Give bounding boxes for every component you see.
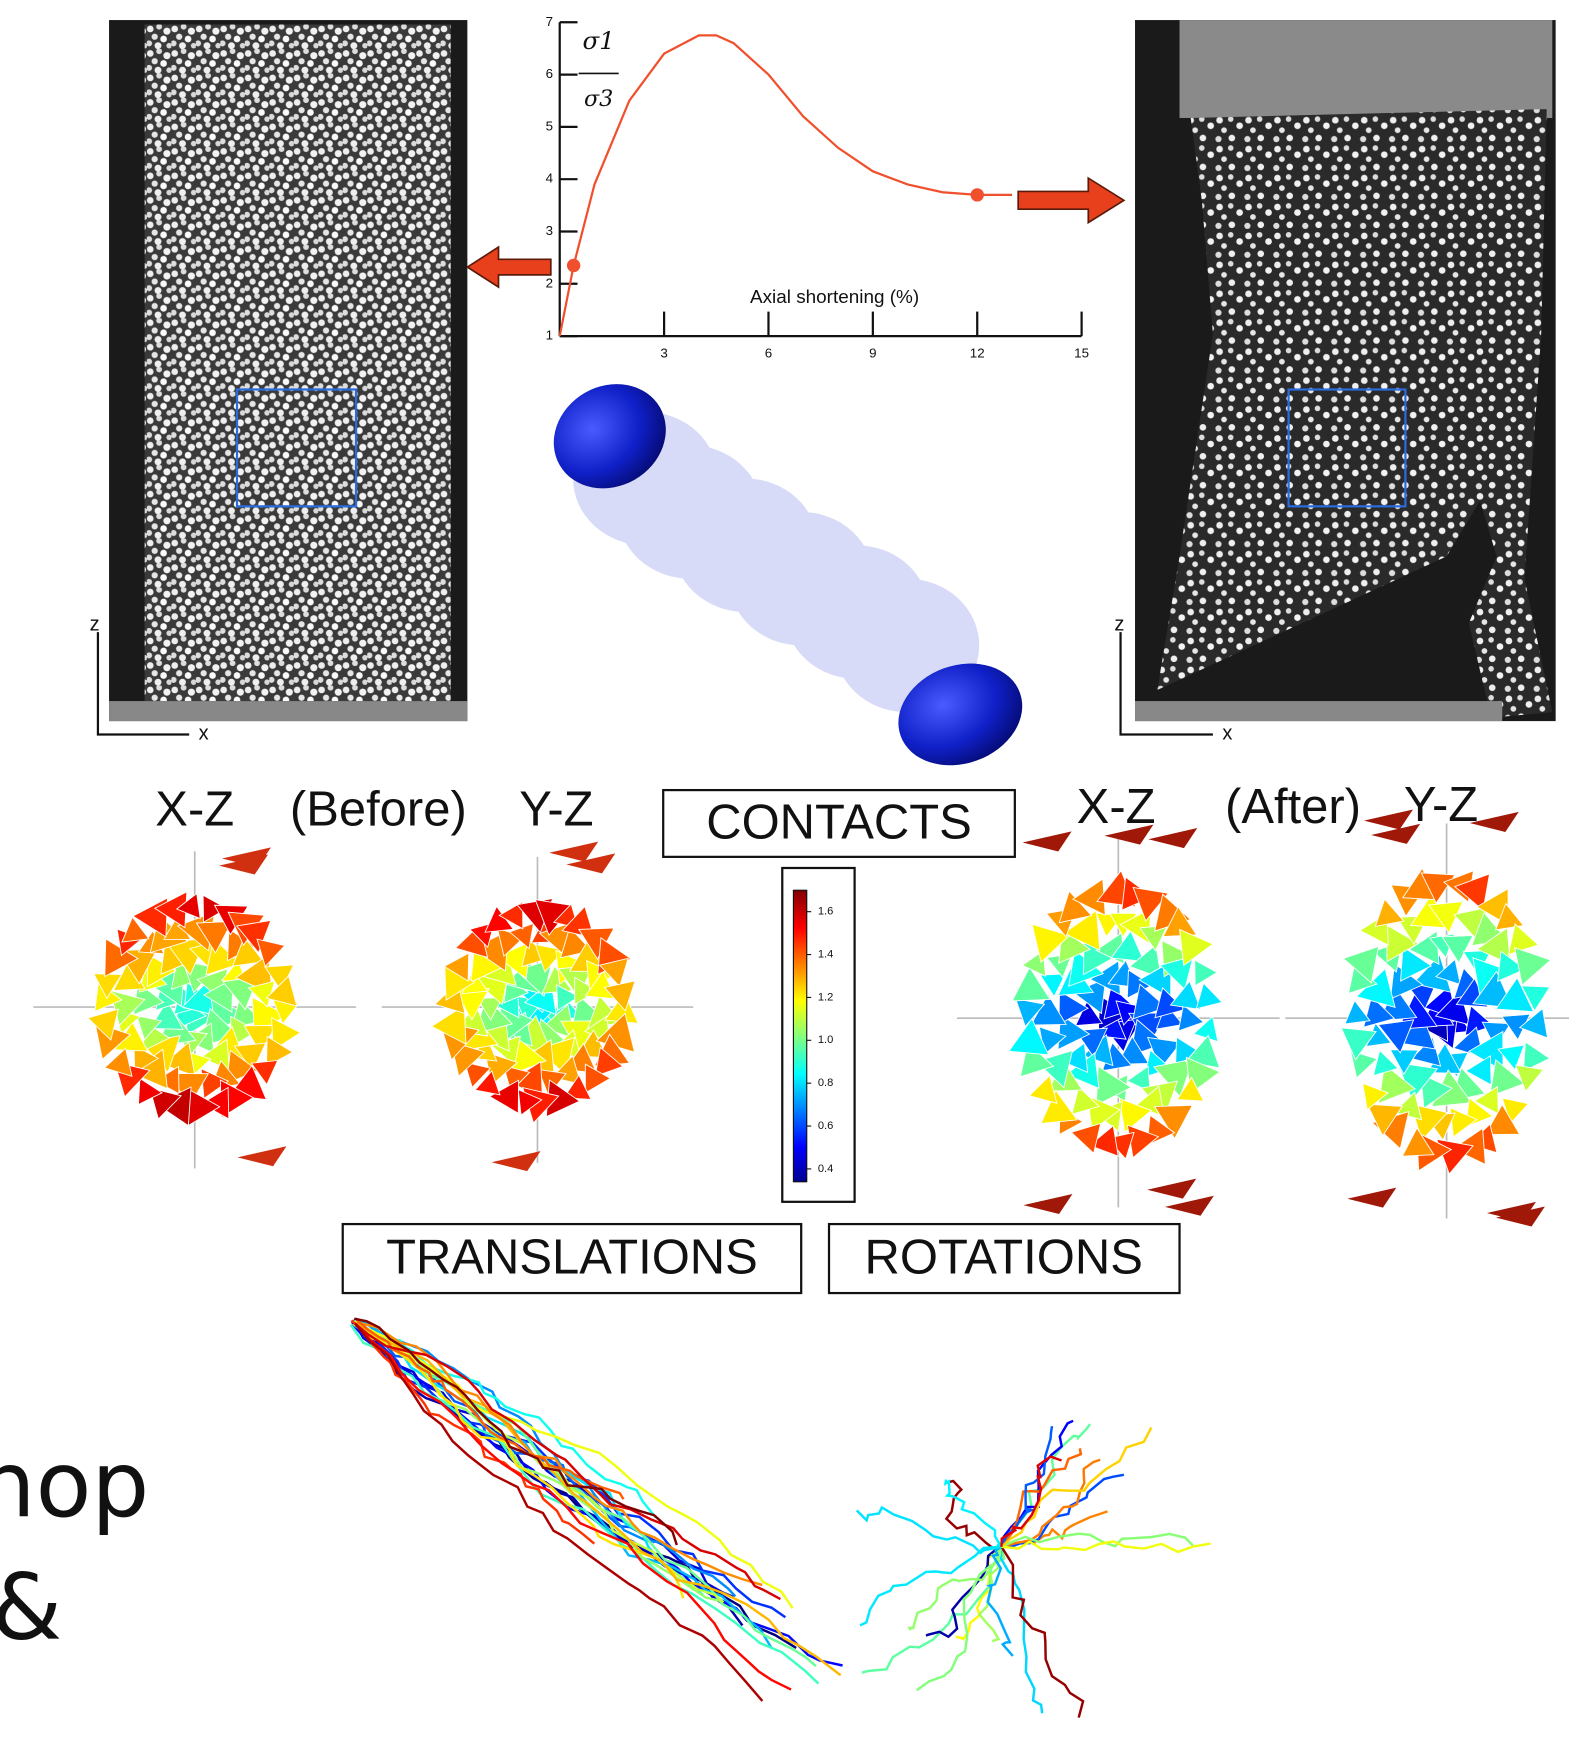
rose-facet [1508, 924, 1538, 955]
rose-facet [1148, 828, 1197, 848]
colorbar-tick-label: 1.0 [818, 1034, 833, 1046]
view-label: Y-Z [1404, 778, 1478, 832]
colorbar-tick-label: 0.6 [818, 1120, 833, 1132]
x-axis-label: Axial shortening (%) [750, 287, 919, 308]
grain-texture [145, 25, 451, 702]
rose-facet [1515, 948, 1551, 985]
x-tick-label: 9 [869, 345, 876, 360]
y-label-denominator: σ3 [584, 86, 613, 112]
trajectory [857, 1507, 1002, 1552]
y-tick-label: 7 [546, 14, 553, 29]
colorbar-tick-label: 1.6 [818, 906, 833, 918]
axis-label: z [90, 614, 100, 636]
rose-facet [237, 1146, 286, 1166]
rose-facet [1147, 1179, 1196, 1199]
colorbar [793, 890, 806, 1182]
colorbar-tick-label: 1.2 [818, 991, 833, 1003]
axis-label: x [199, 723, 209, 745]
y-tick-label: 5 [546, 118, 553, 133]
y-tick-label: 2 [546, 275, 553, 290]
colorbar-tick-label: 0.4 [818, 1163, 833, 1175]
rose-facet [492, 1151, 541, 1171]
x-tick-label: 6 [765, 345, 772, 360]
platen [109, 701, 467, 721]
rose-facet [1345, 1001, 1370, 1024]
view-label: Y-Z [519, 782, 593, 836]
slide-text: & [0, 1553, 62, 1660]
trajectory [988, 1547, 1013, 1656]
rose-facet [1023, 1194, 1072, 1214]
page: z x z x σ1 σ3 Axial shortening (%) X-Z (… [0, 0, 1569, 1756]
platen [1180, 20, 1553, 118]
colorbar-tick-label: 1.4 [818, 948, 833, 960]
rose-facet [1165, 1196, 1214, 1216]
view-label: X-Z [1077, 780, 1156, 834]
axis-label: z [1114, 614, 1124, 636]
rose-facet [1516, 1065, 1544, 1091]
trajectory [1001, 1428, 1151, 1547]
trajectory [1001, 1541, 1210, 1551]
platen [1135, 701, 1502, 721]
colorbar-tick-label: 0.8 [818, 1077, 833, 1089]
rose-facet [1347, 1188, 1396, 1208]
view-label: X-Z [155, 782, 234, 836]
y-tick-label: 1 [546, 328, 553, 343]
trajectory [1001, 1547, 1083, 1718]
figure: z x z x σ1 σ3 Axial shortening (%) X-Z (… [0, 0, 1569, 1756]
contacts-title: CONTACTS [706, 796, 972, 850]
arrow [1018, 178, 1124, 223]
state-label: (After) [1225, 780, 1361, 834]
y-tick-label: 6 [546, 66, 553, 81]
axis-label: x [1222, 723, 1232, 745]
rose-facet [1023, 831, 1072, 851]
x-tick-label: 15 [1074, 345, 1089, 360]
x-tick-label: 12 [970, 345, 985, 360]
y-tick-label: 3 [546, 223, 553, 238]
rose-facet [1195, 960, 1217, 986]
y-tick-label: 4 [546, 171, 554, 186]
trajectory [862, 1547, 1002, 1673]
y-label-numerator: σ1 [583, 26, 615, 55]
state-marker [567, 259, 580, 272]
rose-facet [1071, 1123, 1100, 1153]
rose-facet [1029, 1076, 1056, 1104]
x-tick-label: 3 [660, 345, 667, 360]
panel-title: TRANSLATIONS [386, 1231, 758, 1285]
arrow [467, 247, 550, 287]
rose-facet [1196, 983, 1222, 1009]
state-label: (Before) [290, 782, 467, 836]
rose-facet [549, 842, 598, 862]
slide-text: hop [0, 1431, 149, 1538]
rose-facet [1096, 1066, 1131, 1105]
state-marker [971, 188, 984, 201]
panel-title: ROTATIONS [865, 1231, 1143, 1285]
